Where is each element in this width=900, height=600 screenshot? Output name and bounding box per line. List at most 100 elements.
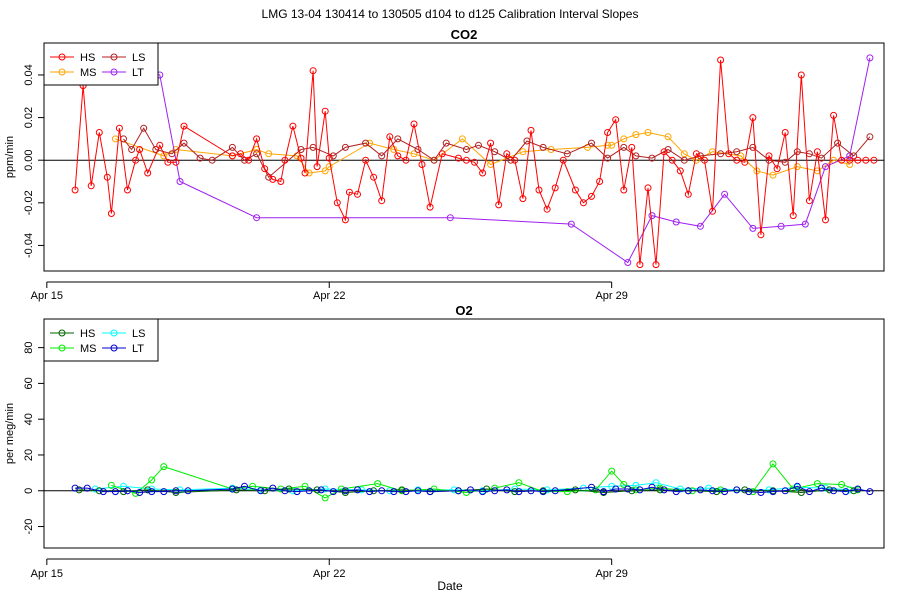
data-point-hs (668, 156, 676, 164)
data-point-hs (107, 210, 115, 217)
data-point-hs (636, 261, 644, 269)
data-point-lt (317, 486, 325, 494)
data-point-ms (515, 479, 523, 487)
data-point-hs (289, 122, 297, 130)
data-point-hs (237, 150, 244, 158)
data-point-ms (644, 129, 652, 136)
legend-label-hs: HS (80, 328, 95, 340)
data-point-ls (632, 152, 640, 160)
data-point-hs (684, 190, 692, 198)
data-point-ls (866, 133, 874, 141)
legend-label-hs: HS (80, 52, 95, 64)
data-point-lt (228, 485, 236, 493)
data-point-hs (535, 186, 543, 194)
data-point-hs (71, 186, 79, 194)
data-point-lt (721, 190, 729, 198)
data-point-hs (612, 116, 620, 124)
data-point-hs (132, 156, 140, 164)
data-point-hs (454, 154, 462, 162)
data-point-hs (579, 199, 587, 207)
data-point-ls (329, 152, 337, 160)
data-point-hs (741, 486, 749, 494)
data-point-hs (551, 184, 559, 192)
data-point-ls (765, 486, 773, 494)
data-point-ls (749, 143, 757, 151)
data-point-hs (180, 122, 188, 130)
x-tick-label: Apr 22 (313, 290, 345, 302)
data-point-hs (354, 190, 361, 198)
legend-marker-ms (58, 344, 66, 352)
data-point-ms (813, 480, 821, 488)
data-point-ms (107, 481, 115, 489)
y-tick-label: 40 (23, 413, 35, 425)
data-point-lt (467, 486, 474, 494)
data-point-hs (620, 186, 628, 194)
y-tick-label: 0.02 (23, 107, 35, 128)
series-line-lt (75, 485, 871, 494)
legend-marker-ls (110, 53, 118, 61)
data-point-lt (390, 488, 398, 496)
data-point-ls (733, 148, 741, 156)
data-point-ls (394, 135, 402, 143)
data-point-hs (115, 124, 123, 132)
data-point-hs (333, 199, 341, 207)
data-point-lt (660, 486, 668, 494)
data-point-lt (446, 214, 454, 222)
data-point-ls (850, 152, 858, 160)
data-point-hs (797, 489, 805, 496)
data-point-lt (71, 484, 79, 492)
data-point-hs (345, 188, 353, 196)
x-tick-label: Apr 29 (595, 290, 627, 302)
data-point-hs (862, 156, 870, 164)
data-point-hs (325, 154, 333, 162)
data-point-ms (737, 152, 745, 160)
data-point-ls (717, 150, 725, 158)
data-point-hs (124, 186, 131, 194)
data-point-lt (378, 487, 386, 495)
legend-label-lt: LT (132, 343, 144, 355)
data-point-hs (309, 67, 317, 75)
data-point-hs (438, 150, 446, 158)
data-point-hs (830, 111, 838, 119)
data-point-lt (757, 489, 765, 496)
data-point-lt (696, 486, 704, 494)
data-point-hs (797, 71, 805, 79)
data-point-ms (305, 169, 313, 177)
data-point-ms (547, 146, 555, 153)
data-point-hs (228, 152, 236, 160)
data-point-hs (103, 173, 111, 181)
data-point-ls (648, 154, 656, 162)
x-tick-label: Apr 15 (31, 290, 63, 302)
data-point-lt (426, 488, 434, 496)
data-point-hs (232, 486, 240, 494)
data-point-hs (870, 156, 878, 164)
data-point-hs (604, 129, 612, 136)
data-point-hs (136, 146, 144, 153)
data-point-ls (543, 486, 551, 494)
data-point-hs (765, 152, 773, 160)
data-point-hs (87, 182, 95, 190)
data-point-lt (136, 489, 144, 496)
data-point-hs (733, 156, 741, 164)
data-point-ls (539, 143, 547, 151)
data-point-hs (341, 216, 349, 224)
data-point-hs (462, 156, 470, 164)
data-point-hs (813, 148, 821, 156)
data-point-ls (321, 485, 329, 493)
data-point-ms (608, 141, 616, 149)
data-point-hs (781, 129, 789, 136)
x-axis-label: Date (437, 579, 463, 593)
data-point-hs (245, 156, 253, 164)
series-line-lt (127, 57, 871, 264)
data-point-hs (386, 133, 394, 141)
data-point-ls (297, 146, 305, 153)
data-point-ls (442, 139, 450, 147)
data-point-hs (709, 207, 716, 215)
data-point-hs (426, 203, 434, 211)
data-point-hs (253, 135, 261, 143)
data-point-hs (471, 158, 478, 166)
data-point-hs (95, 487, 103, 495)
series-line-ms (115, 131, 850, 176)
data-point-lt (745, 488, 753, 496)
